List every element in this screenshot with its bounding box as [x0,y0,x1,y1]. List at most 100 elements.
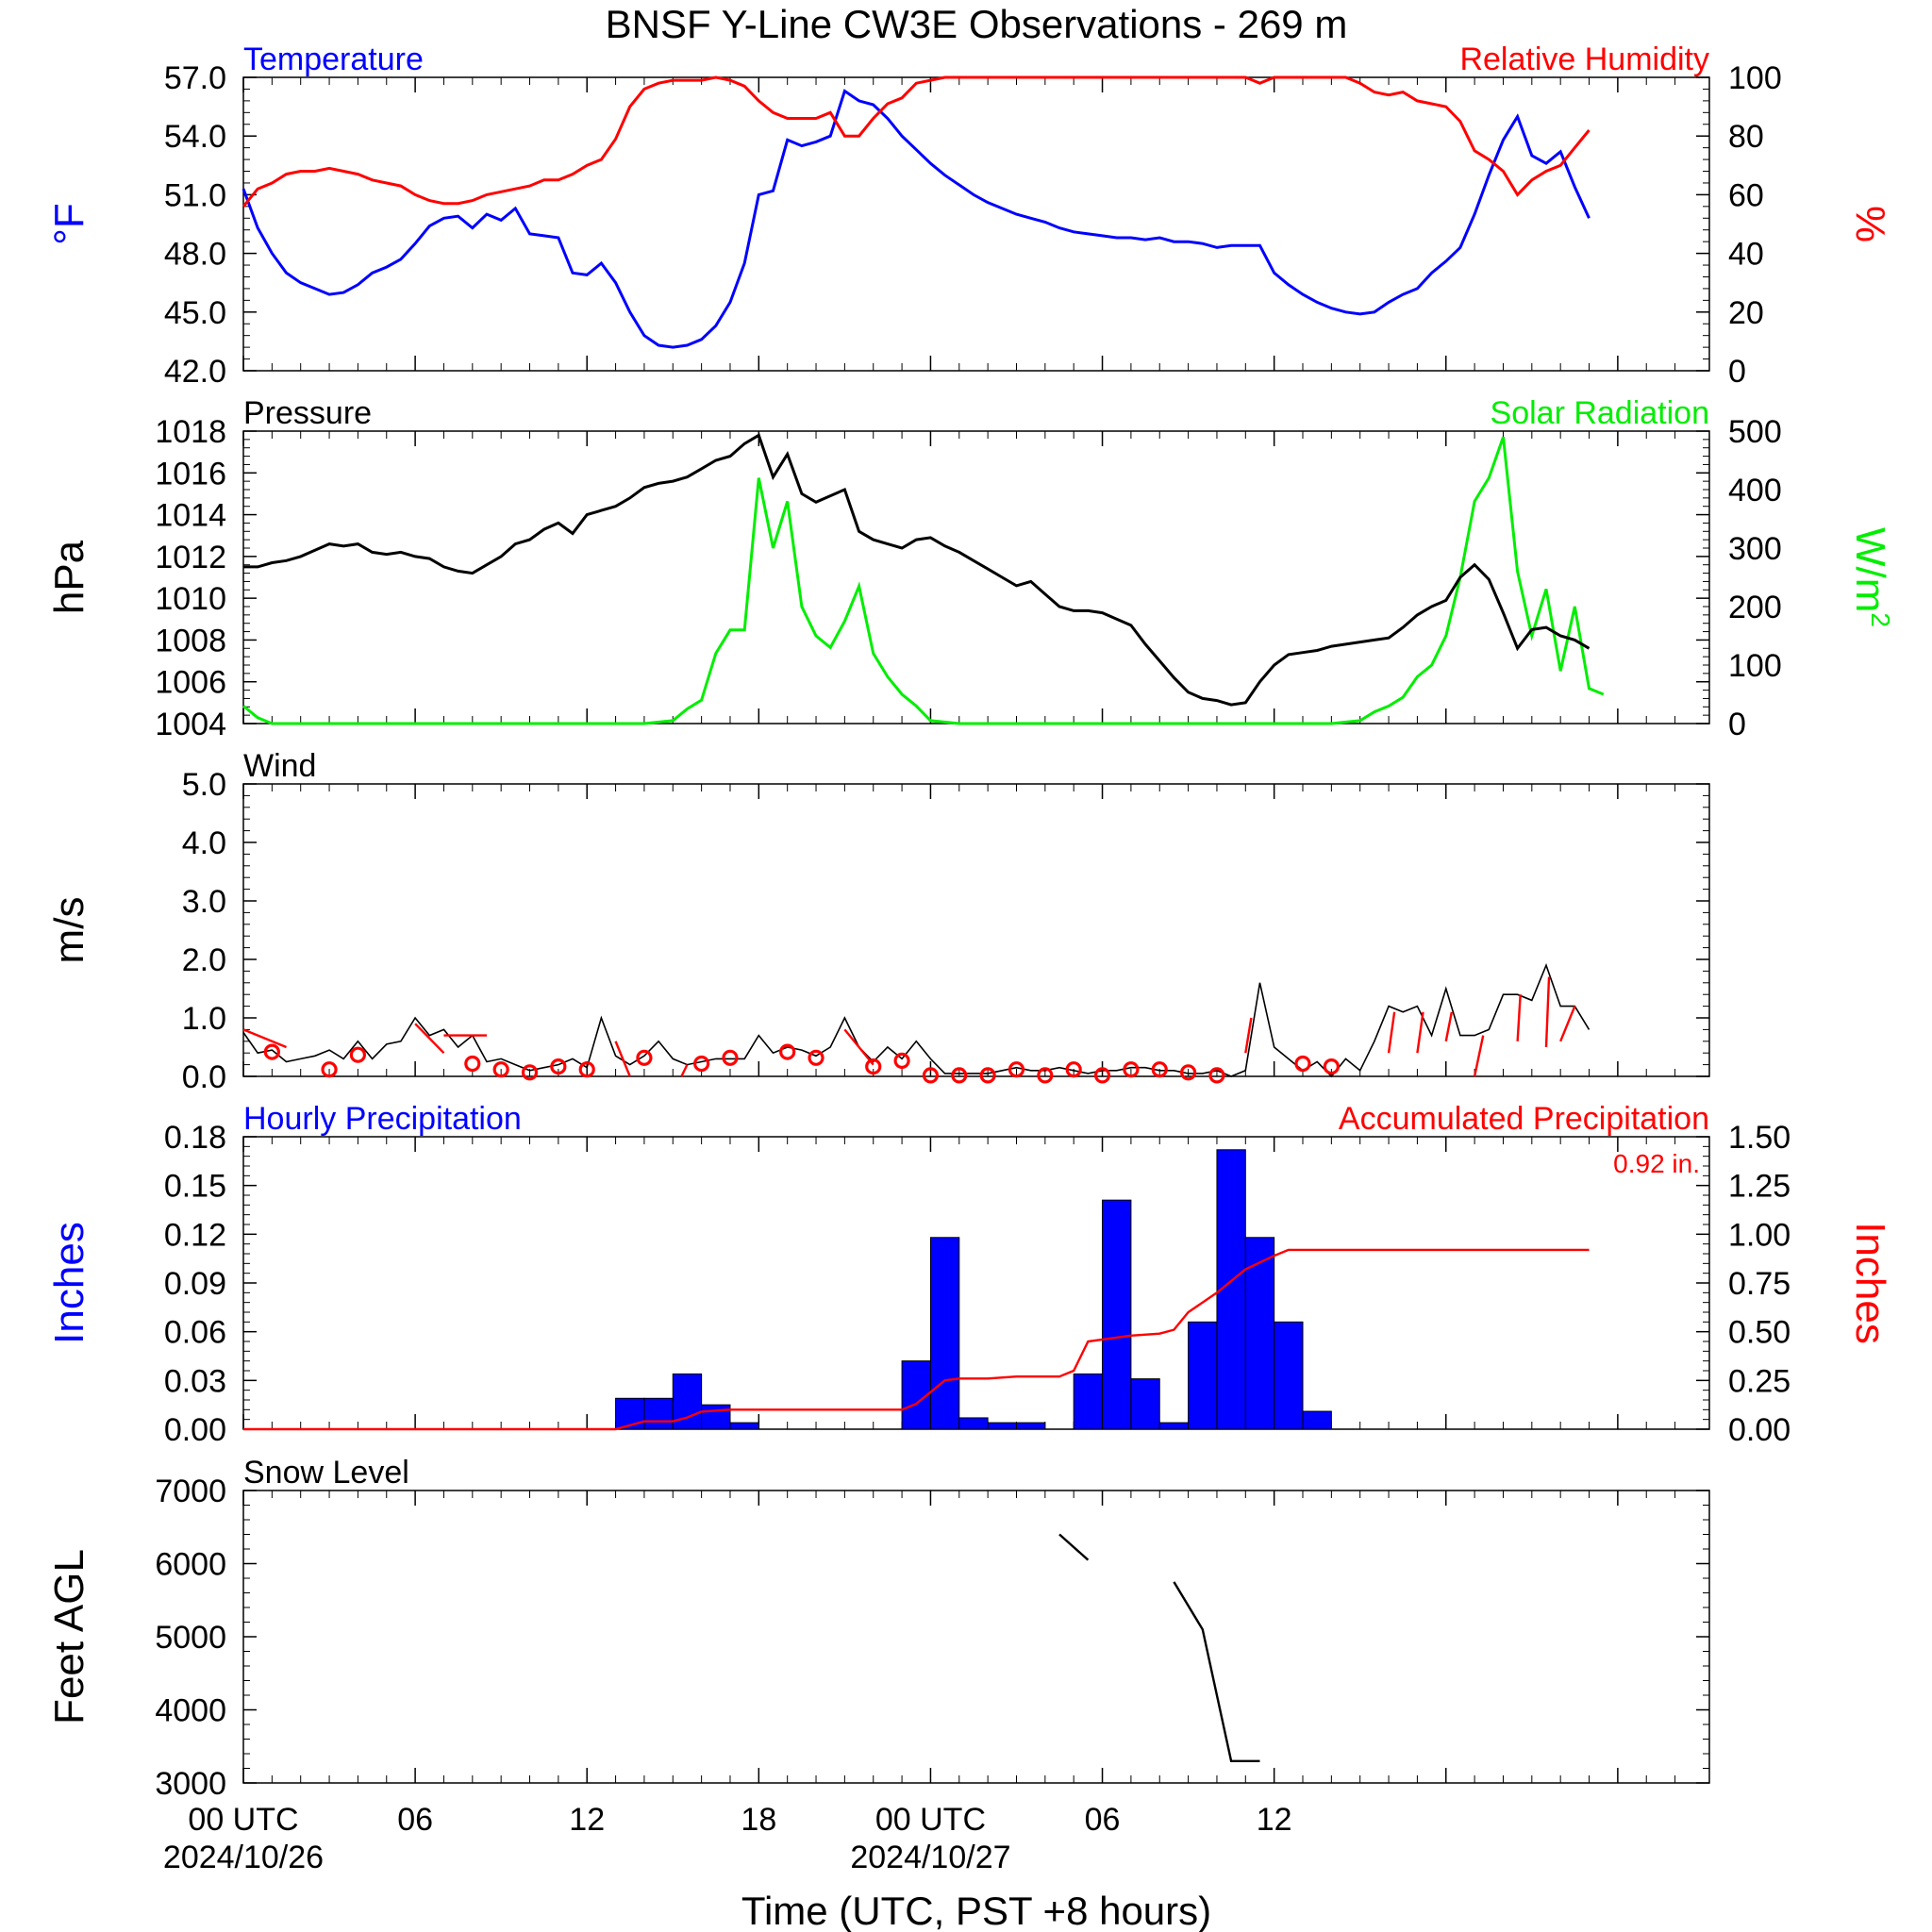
right-tick-label: 0 [1728,354,1746,390]
wind-barb [1387,1011,1396,1054]
calm-wind-marker [779,1043,796,1060]
wind-barb [1473,1035,1485,1077]
panel-left-title: Wind [243,748,316,784]
x-tick-date: 2024/10/27 [850,1840,1010,1875]
right-tick-label: 300 [1728,531,1782,567]
left-tick-label: 45.0 [164,295,226,331]
hourly-precip-bar [1188,1321,1218,1430]
right-axis-unit: % [1847,206,1893,242]
left-axis-unit: Inches [46,1222,92,1344]
hourly-precip-bar [701,1404,731,1430]
panel-left-title: Pressure [243,395,372,431]
x-tick-label: 12 [569,1802,605,1838]
calm-wind-marker [1323,1058,1340,1075]
chart-panels: BNSF Y-Line CW3E Observations - 269 m42.… [46,2,1895,1932]
right-tick-label: 200 [1728,590,1782,625]
pressure-line [243,433,1591,707]
panel-frame [242,76,1710,372]
calm-wind-marker [693,1055,710,1073]
right-tick-label: 0.00 [1728,1412,1790,1448]
wind-barb [1416,1011,1424,1054]
left-tick-label: 1006 [155,665,226,701]
left-tick-label: 3.0 [182,884,226,920]
right-tick-label: 40 [1728,237,1764,273]
right-axis-unit-sup: 2 [1866,612,1895,627]
right-axis-unit: W/m2 [1847,527,1895,627]
wind-barb [843,1028,874,1066]
left-tick-label: 0.0 [182,1059,226,1095]
left-tick-label: 57.0 [164,60,226,96]
wind-barb [1516,994,1522,1041]
right-tick-label: 0 [1728,707,1746,742]
hourly-precip-bar [1015,1422,1046,1430]
solar-radiation-line [242,436,1605,725]
left-tick-label: 1004 [155,707,226,742]
hourly-precip-bar [1274,1321,1304,1430]
left-tick-label: 5.0 [182,767,226,803]
left-tick-label: 2.0 [182,942,226,978]
right-tick-label: 500 [1728,414,1782,450]
calm-wind-marker [1123,1061,1140,1078]
left-tick-label: 0.18 [164,1120,226,1156]
panel-left-title: Temperature [243,42,424,77]
wind-barb [242,1028,287,1049]
panel-snow_level: 3000 4000 5000 6000 7000 Snow Level Feet AGL [46,1455,1710,1802]
calm-wind-marker [521,1064,539,1081]
humidity-line [242,75,1591,208]
left-tick-label: 0.15 [164,1169,226,1205]
panel-left-title: Snow Level [243,1455,409,1491]
calm-wind-marker [550,1058,567,1075]
wind-barb [1544,976,1551,1048]
right-tick-label: 0.75 [1728,1266,1790,1302]
calm-wind-marker [1093,1067,1111,1084]
accumulated-precip-line [243,1248,1590,1431]
hourly-precip-bar [1130,1378,1160,1430]
right-tick-label: 100 [1728,60,1782,96]
x-tick-label: 00 UTC [875,1802,986,1838]
right-tick-label: 0.50 [1728,1315,1790,1351]
right-tick-label: 0.25 [1728,1363,1790,1399]
left-tick-label: 0.03 [164,1363,226,1399]
left-tick-label: 1014 [155,498,226,534]
hourly-precip-bar [1073,1373,1104,1430]
left-tick-label: 1010 [155,581,226,617]
calm-wind-marker [578,1061,595,1078]
calm-wind-marker [865,1058,882,1075]
snow-level-line [1173,1581,1260,1762]
calm-wind-marker [722,1049,739,1066]
hourly-precip-bar [643,1397,674,1430]
left-tick-label: 1012 [155,540,226,575]
left-tick-label: 5000 [155,1620,226,1656]
right-tick-label: 20 [1728,295,1764,331]
calm-wind-marker [922,1067,940,1084]
temperature-line [242,89,1591,349]
calm-wind-marker [951,1067,968,1084]
calm-wind-marker [349,1046,367,1063]
wind-barb [1559,1006,1576,1042]
hourly-precip-bar [1102,1199,1132,1430]
right-tick-label: 400 [1728,473,1782,508]
calm-wind-marker [1008,1061,1025,1078]
right-tick-label: 1.00 [1728,1217,1790,1253]
x-tick-label: 06 [397,1802,433,1838]
panel-frame [242,1136,1710,1430]
panel-pressure_solar: 1004 1006 1008 1010 1012 1014 1016 1018 0 100 200 3… [46,395,1895,742]
calm-wind-marker [1294,1055,1311,1073]
calm-wind-marker [636,1049,653,1066]
x-tick-label: 18 [741,1802,776,1838]
right-tick-label: 1.50 [1728,1120,1790,1156]
panel-frame [242,1490,1710,1784]
accumulated-total-label: 0.92 in. [1613,1149,1700,1178]
calm-wind-marker [893,1052,910,1070]
wind-barb [1244,1017,1253,1054]
wind-barb [414,1023,445,1055]
left-tick-label: 1008 [155,623,226,658]
x-tick-date: 2024/10/26 [163,1840,324,1875]
left-tick-label: 6000 [155,1547,226,1583]
calm-wind-marker [1065,1061,1082,1078]
left-axis-unit: Feet AGL [46,1549,92,1724]
x-tick-label: 00 UTC [188,1802,298,1838]
wind-barb [614,1041,631,1077]
right-axis-unit: Inches [1847,1222,1893,1344]
x-tick-label: 12 [1257,1802,1292,1838]
